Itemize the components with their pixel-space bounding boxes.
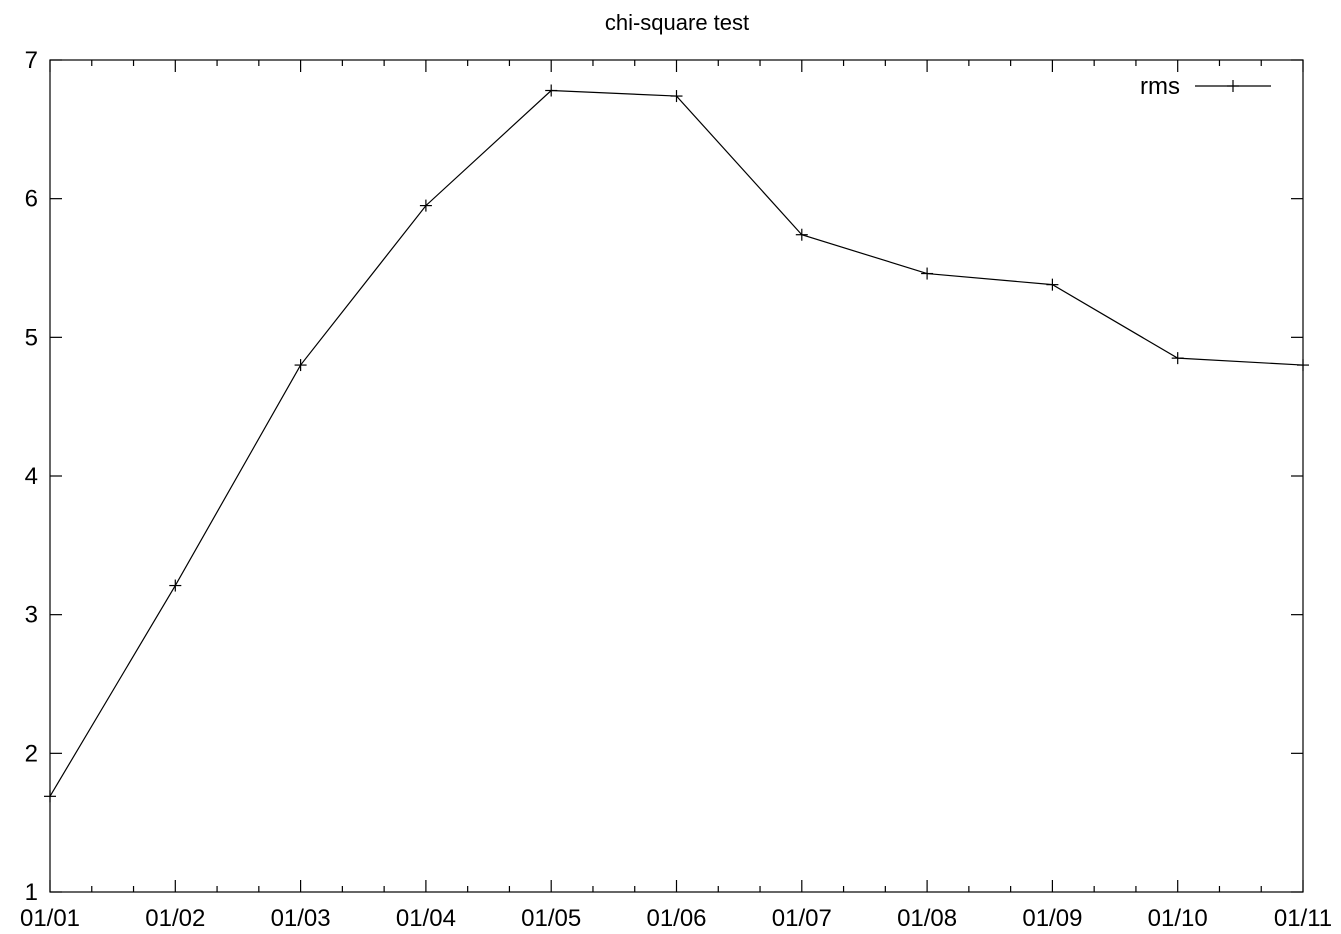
x-tick-label: 01/10 (1148, 905, 1208, 932)
axis-ticks (49, 59, 1304, 893)
data-point-marker (670, 90, 683, 103)
x-tick-label: 01/02 (145, 905, 205, 932)
data-point-marker (419, 199, 432, 212)
x-tick-label: 01/09 (1022, 905, 1082, 932)
x-tick-label: 01/06 (646, 905, 706, 932)
series-group (44, 84, 1309, 803)
data-point-marker (169, 579, 182, 592)
x-tick-label: 01/04 (396, 905, 456, 932)
data-point-marker (545, 84, 558, 97)
y-tick-label: 2 (25, 740, 38, 767)
y-tick-label: 5 (25, 324, 38, 351)
legend: rms (1140, 73, 1271, 100)
x-tick-labels: 01/01 01/02 01/03 01/04 01/05 01/06 01/07 01/08… (20, 905, 1332, 932)
y-tick-label: 3 (25, 602, 38, 629)
x-tick-label: 01/08 (897, 905, 957, 932)
y-tick-label: 1 (25, 879, 38, 906)
y-tick-label: 4 (25, 463, 38, 490)
y-tick-labels: 1 2 3 4 5 6 7 (25, 47, 38, 906)
data-point-marker (1297, 359, 1309, 372)
data-point-marker (294, 359, 307, 372)
data-point-marker (44, 790, 56, 803)
legend-label-rms: rms (1140, 73, 1180, 100)
series-line-rms (49, 89, 1304, 797)
x-tick-label: 01/05 (521, 905, 581, 932)
data-point-marker (921, 267, 934, 280)
data-point-marker (795, 228, 808, 241)
chart-title: chi-square test (605, 10, 749, 35)
data-point-marker (1171, 352, 1184, 365)
y-tick-label: 6 (25, 186, 38, 213)
x-tick-label: 01/03 (271, 905, 331, 932)
data-point-marker (1046, 278, 1059, 291)
x-tick-label: 01/11 (1274, 905, 1332, 932)
x-tick-label: 01/01 (20, 905, 80, 932)
y-tick-label: 7 (25, 47, 38, 74)
legend-marker-rms (1227, 80, 1239, 92)
x-tick-label: 01/07 (772, 905, 832, 932)
